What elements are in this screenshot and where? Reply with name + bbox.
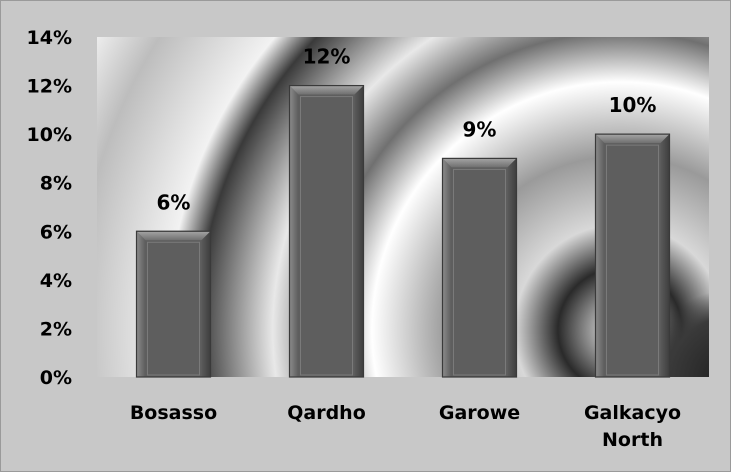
data-label: 9% bbox=[463, 117, 497, 141]
bar bbox=[288, 84, 365, 378]
x-tick-label: North bbox=[602, 429, 663, 451]
y-tick-label: 0% bbox=[40, 367, 72, 389]
x-tick-label: Qardho bbox=[287, 402, 366, 424]
bar bbox=[441, 157, 518, 378]
bar bbox=[594, 133, 671, 378]
bar bbox=[135, 230, 212, 378]
y-tick-label: 8% bbox=[40, 173, 72, 195]
y-axis: 0% 2% 4% 6% 8% 10% 12% 14% bbox=[27, 27, 72, 389]
x-tick-label: Garowe bbox=[439, 402, 520, 424]
x-tick-label: Bosasso bbox=[130, 402, 217, 424]
data-label: 10% bbox=[609, 93, 657, 117]
data-label: 12% bbox=[303, 45, 351, 69]
bars-group bbox=[135, 84, 671, 378]
x-axis: Bosasso Qardho Garowe Galkacyo North bbox=[130, 402, 681, 451]
y-tick-label: 4% bbox=[40, 270, 72, 292]
y-tick-label: 14% bbox=[27, 27, 72, 49]
x-tick-label: Galkacyo bbox=[584, 402, 681, 424]
y-tick-label: 10% bbox=[27, 124, 72, 146]
data-label: 6% bbox=[157, 190, 191, 214]
y-tick-label: 6% bbox=[40, 221, 72, 243]
y-tick-label: 2% bbox=[40, 318, 72, 340]
data-labels-group: 6% 12% 9% 10% bbox=[157, 45, 657, 215]
y-tick-label: 12% bbox=[27, 76, 72, 98]
